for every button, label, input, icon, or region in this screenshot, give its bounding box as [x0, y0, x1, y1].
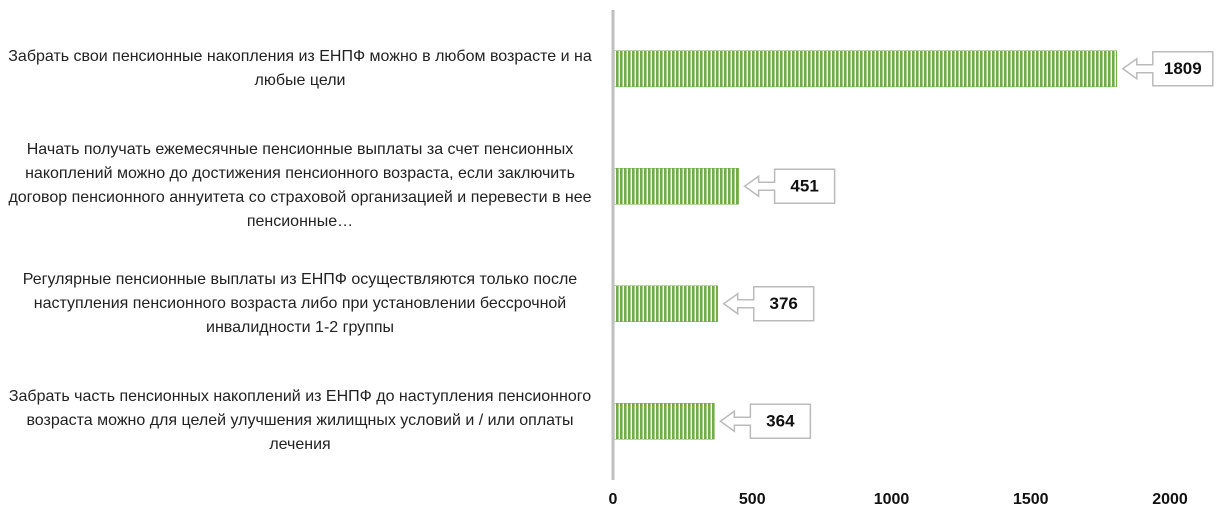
- callout: [722, 286, 815, 322]
- category-label: Начать получать ежемесячные пенсионные в…: [8, 141, 592, 231]
- data-label: 364: [766, 412, 795, 431]
- bar: [612, 50, 1118, 87]
- x-tick-label: 2000: [1152, 491, 1188, 508]
- callout: [1121, 51, 1214, 87]
- category-label: Регулярные пенсионные выплаты из ЕНПФ ос…: [22, 270, 578, 336]
- callout: [743, 168, 836, 204]
- bar: [612, 168, 739, 205]
- data-label: 376: [770, 294, 798, 313]
- x-tick-label: 1500: [1013, 491, 1049, 508]
- bar: [612, 403, 715, 440]
- data-label: 1809: [1164, 59, 1202, 78]
- x-tick-label: 500: [739, 491, 766, 508]
- bar: [612, 285, 718, 322]
- category-label: Забрать свои пенсионные накопления из ЕН…: [8, 47, 592, 89]
- category-label: Забрать часть пенсионных накоплений из Е…: [8, 388, 592, 454]
- x-tick-label: 0: [609, 491, 618, 508]
- data-label: 451: [790, 177, 818, 196]
- callout: [719, 403, 812, 439]
- x-tick-label: 1000: [874, 491, 910, 508]
